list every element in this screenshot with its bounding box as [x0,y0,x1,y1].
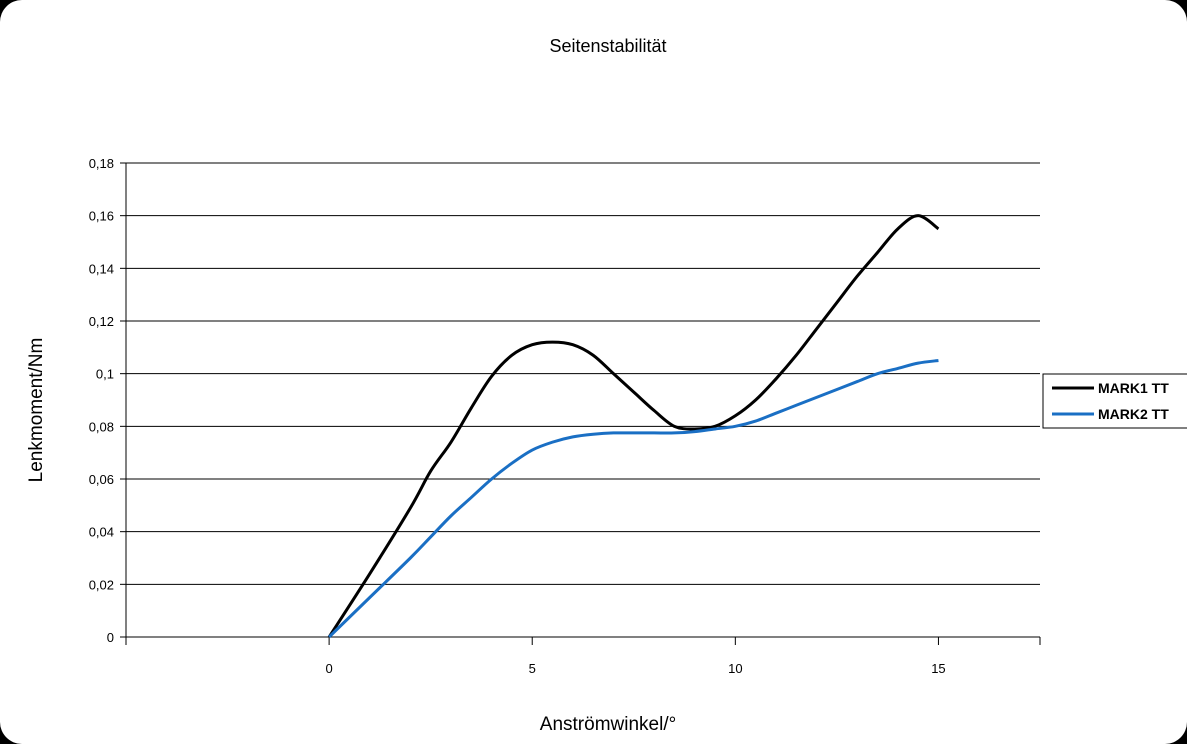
tick-labels: 0 0,02 0,04 0,06 0,08 0,1 0,12 0,14 0,16 0,18 0 5 10… [89,156,946,676]
series-lines [327,214,940,639]
series-line-mark1 [327,214,940,638]
chart-title: Seitenstabilität [549,36,666,56]
x-tick-label: 0 [325,661,332,676]
y-tick-label: 0,06 [89,472,114,487]
y-axis-title: Lenkmoment/Nm [26,338,47,483]
legend-label-mark2: MARK2 TT [1098,406,1169,422]
axes [120,162,1041,645]
legend-box [1042,373,1187,429]
x-tick-label: 5 [529,661,536,676]
y-tick-label: 0,02 [89,577,114,592]
y-tick-label: 0,12 [89,314,114,329]
y-tick-label: 0 [107,630,114,645]
y-tick-label: 0,08 [89,419,114,434]
x-tick-label: 10 [728,661,742,676]
y-tick-label: 0,18 [89,156,114,171]
legend: MARK1 TT MARK2 TT [1042,373,1187,429]
legend-label-mark1: MARK1 TT [1098,380,1169,396]
y-tick-label: 0,1 [96,367,114,382]
series-line-mark2 [328,359,939,639]
gridlines [126,162,1040,585]
x-tick-label: 15 [931,661,945,676]
y-tick-label: 0,14 [89,261,114,276]
x-axis-title: Anströmwinkel/° [540,714,676,735]
y-tick-label: 0,04 [89,525,114,540]
y-tick-label: 0,16 [89,209,114,224]
